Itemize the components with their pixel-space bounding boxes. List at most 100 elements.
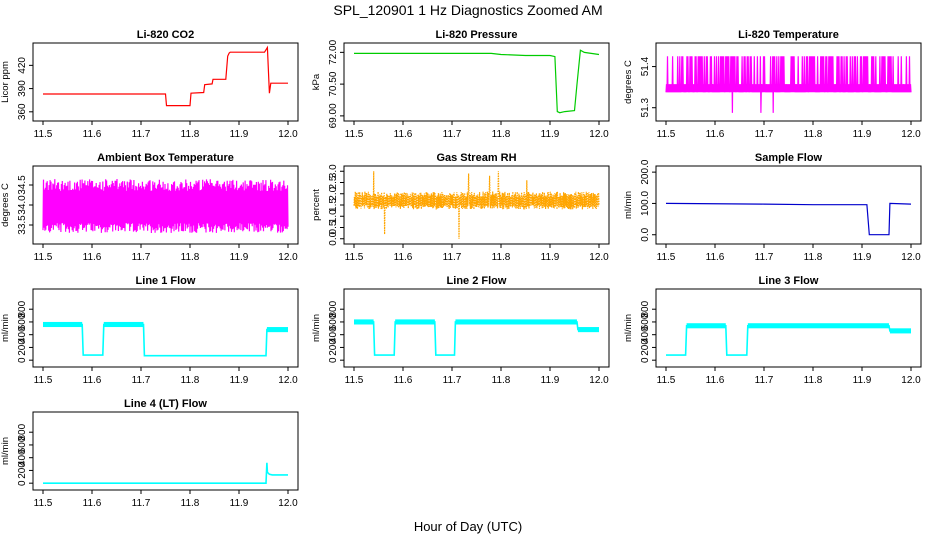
x-tick-label: 11.8: [804, 375, 823, 386]
series-line: [665, 56, 912, 113]
noise-band: [354, 319, 374, 325]
x-tick-label: 12.0: [901, 375, 921, 386]
x-tick-label: 11.7: [443, 375, 462, 386]
x-tick-label: 11.5: [34, 129, 53, 140]
x-tick-label: 11.7: [755, 129, 774, 140]
x-tick-label: 11.6: [706, 252, 725, 263]
x-tick-label: 11.7: [132, 375, 151, 386]
x-tick-label: 11.5: [34, 498, 53, 509]
y-tick-label: 0.0: [640, 227, 651, 241]
y-tick-label: 51.3: [640, 98, 651, 118]
y-tick-label: 200: [17, 462, 28, 479]
y-tick-label: 2.5: [328, 175, 339, 189]
y-tick-label: 420: [17, 57, 28, 74]
y-tick-label: 0: [17, 480, 28, 486]
x-tick-label: 11.8: [804, 129, 823, 140]
panel: Gas Stream RH percent 11.5 11.6 11.7 11.8 11.9…: [311, 152, 610, 263]
x-tick-label: 11.9: [230, 129, 249, 140]
y-tick-label: 33.5: [17, 215, 28, 235]
x-tick-label: 11.8: [492, 129, 511, 140]
noise-band: [43, 321, 83, 328]
y-axis-label: ml/min: [311, 314, 322, 342]
y-axis-label: degrees C: [0, 183, 11, 227]
x-tick-label: 11.6: [706, 375, 725, 386]
x-tick-label: 11.5: [34, 252, 53, 263]
y-tick-label: 34.5: [17, 175, 28, 195]
panel-title: Line 4 (LT) Flow: [124, 398, 207, 410]
panel: Line 3 Flow ml/min 11.5 11.6 11.7 11.8 11.9 12.…: [623, 275, 922, 386]
y-tick-label: 360: [17, 103, 28, 120]
y-axis-label: Licor ppm: [0, 61, 11, 103]
y-tick-label: 34.0: [17, 195, 28, 215]
y-axis-label: degrees C: [623, 60, 634, 104]
y-tick-label: 3.0: [328, 164, 339, 178]
panels: Li-820 CO2 Licor ppm 11.5 11.6 11.7 11.8 11.9 1…: [0, 29, 922, 509]
y-tick-label: 0: [640, 357, 651, 363]
plot-frame: [655, 288, 922, 368]
y-tick-label: 390: [17, 80, 28, 97]
x-tick-label: 11.7: [443, 252, 462, 263]
y-tick-label: 0.5: [328, 220, 339, 234]
x-tick-label: 11.6: [83, 498, 102, 509]
x-tick-label: 11.7: [755, 375, 774, 386]
panel-title: Sample Flow: [755, 152, 823, 164]
x-tick-label: 11.7: [132, 498, 151, 509]
y-tick-label: 2.0: [328, 186, 339, 200]
x-tick-label: 11.5: [345, 375, 364, 386]
y-tick-label: 0: [17, 357, 28, 363]
panel: Li-820 Temperature degrees C 11.5 11.6 11.7 1…: [623, 29, 922, 140]
y-tick-label: 600: [328, 313, 339, 330]
y-tick-label: 400: [17, 449, 28, 466]
panel-title: Li-820 Pressure: [436, 29, 518, 41]
panel: Line 1 Flow ml/min 11.5 11.6 11.7 11.8 11.9 12.…: [0, 275, 299, 386]
panel: Li-820 Pressure kPa 11.5 11.6 11.7 11.8 11.9 12…: [311, 29, 610, 140]
noise-band: [686, 323, 726, 329]
figure-xlabel: Hour of Day (UTC): [414, 519, 522, 534]
y-axis-label: percent: [311, 189, 322, 221]
x-tick-label: 12.0: [901, 129, 921, 140]
x-tick-label: 11.6: [83, 375, 102, 386]
series-line: [665, 202, 912, 236]
series-line: [666, 325, 911, 356]
x-tick-label: 11.5: [34, 375, 53, 386]
figure-title: SPL_120901 1 Hz Diagnostics Zoomed AM: [333, 2, 602, 18]
panel-title: Li-820 CO2: [137, 29, 194, 41]
panel: Ambient Box Temperature degrees C 11.5 11.6…: [0, 152, 299, 263]
x-tick-label: 11.6: [706, 129, 725, 140]
y-tick-label: 200: [640, 339, 651, 356]
panel-title: Li-820 Temperature: [738, 29, 839, 41]
x-tick-label: 11.7: [132, 252, 151, 263]
x-tick-label: 11.9: [541, 252, 560, 263]
y-tick-label: 0.0: [328, 231, 339, 245]
x-tick-label: 11.6: [394, 129, 413, 140]
y-axis-label: kPa: [311, 73, 322, 90]
x-tick-label: 11.6: [83, 129, 102, 140]
x-tick-label: 11.6: [394, 252, 413, 263]
y-tick-label: 800: [17, 423, 28, 440]
x-tick-label: 12.0: [278, 498, 298, 509]
x-tick-label: 11.5: [345, 252, 364, 263]
series-line: [43, 323, 288, 357]
y-axis-label: ml/min: [0, 314, 11, 342]
x-tick-label: 11.5: [657, 375, 676, 386]
x-tick-label: 12.0: [589, 375, 609, 386]
panel-title: Line 3 Flow: [759, 275, 819, 287]
noise-band: [395, 319, 435, 325]
noise-band: [577, 327, 599, 333]
panel-title: Line 2 Flow: [447, 275, 507, 287]
y-tick-label: 70.50: [328, 71, 339, 96]
x-tick-label: 12.0: [278, 252, 298, 263]
y-tick-label: 200: [17, 339, 28, 356]
x-tick-label: 12.0: [901, 252, 921, 263]
series-line: [42, 178, 289, 234]
x-tick-label: 11.8: [181, 375, 200, 386]
x-tick-label: 12.0: [589, 129, 609, 140]
y-tick-label: 200: [328, 339, 339, 356]
x-tick-label: 11.7: [132, 129, 151, 140]
panel-title: Gas Stream RH: [436, 152, 516, 164]
panel: Line 2 Flow ml/min 11.5 11.6 11.7 11.8 11.9 12.…: [311, 275, 610, 386]
x-tick-label: 12.0: [278, 129, 298, 140]
y-tick-label: 72.00: [328, 39, 339, 64]
y-tick-label: 0: [328, 357, 339, 363]
